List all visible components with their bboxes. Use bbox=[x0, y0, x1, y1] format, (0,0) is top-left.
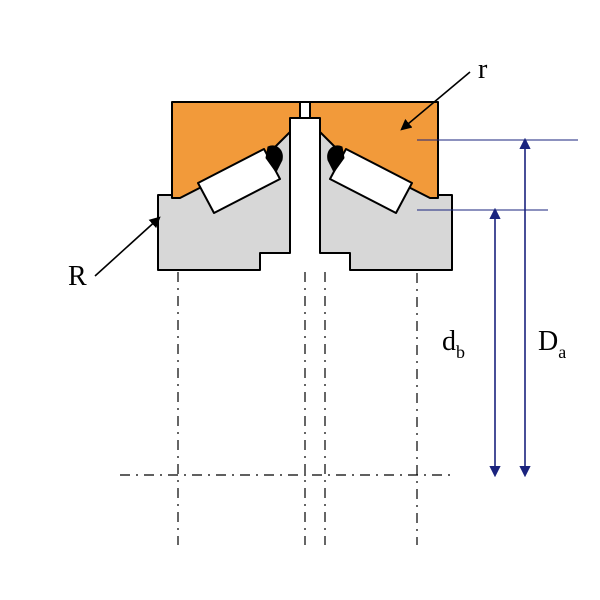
label-r: r bbox=[478, 54, 488, 85]
label-R: R bbox=[68, 261, 87, 292]
vertical-dashed-lines bbox=[178, 272, 417, 545]
cup-center-notch bbox=[300, 102, 310, 118]
label-Da: Da bbox=[538, 326, 566, 362]
pointer-R bbox=[95, 218, 159, 276]
bearing-cross-section bbox=[158, 102, 452, 270]
bearing-diagram: r R Da db bbox=[0, 0, 600, 600]
label-db: db bbox=[442, 326, 465, 362]
